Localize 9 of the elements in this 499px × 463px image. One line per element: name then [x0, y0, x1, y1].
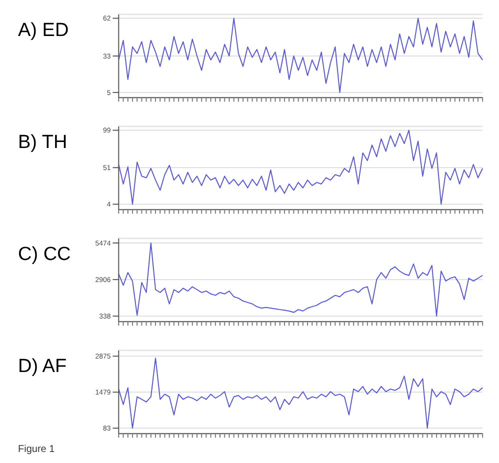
line-series [118, 18, 484, 93]
line-series [118, 242, 484, 317]
chart-title: B) TH [17, 131, 68, 154]
line-series [118, 358, 484, 429]
chart-title: A) ED [17, 19, 70, 42]
chart-title: C) CC [17, 243, 72, 266]
chart-title: D) AF [17, 355, 68, 378]
caption: Figure 1 [18, 444, 55, 455]
line-series [118, 130, 484, 205]
